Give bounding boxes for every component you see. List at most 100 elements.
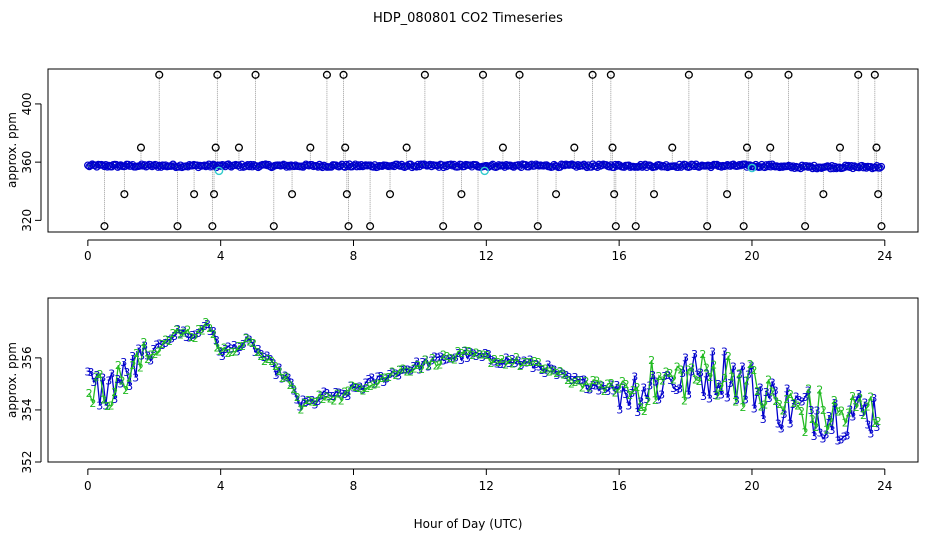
bottom-series-marker: 2 (765, 373, 772, 386)
bottom-series-marker: 2 (363, 382, 370, 395)
bottom-series-marker: 2 (655, 370, 662, 383)
top-cyan-point (480, 166, 489, 176)
bottom-series-marker: 2 (696, 375, 703, 388)
bottom-series-marker: 3 (413, 355, 420, 368)
bottom-series-marker: 3 (282, 369, 289, 382)
bottom-series-marker: 3 (697, 366, 704, 379)
bottom-series-marker: 3 (207, 325, 214, 338)
bottom-series-marker: 2 (316, 388, 323, 401)
bottom-series-marker: 3 (383, 372, 390, 385)
bottom-series-marker: 3 (410, 360, 417, 373)
bottom-series-marker: 2 (685, 364, 692, 377)
bottom-series-marker: 3 (216, 345, 223, 358)
bottom-series-marker: 3 (147, 355, 154, 368)
bottom-series-marker: 2 (374, 378, 381, 391)
bottom-series-marker: 3 (204, 318, 211, 331)
bottom-series-marker: 2 (834, 406, 841, 419)
top-outlier-point (155, 70, 164, 79)
bottom-series-marker: 3 (661, 370, 668, 383)
bottom-series-marker: 3 (449, 353, 456, 366)
top-outlier-point (552, 190, 561, 199)
top-outlier-point (874, 190, 883, 199)
bottom-series-marker: 2 (239, 340, 246, 353)
bottom-series-marker: 2 (356, 382, 363, 395)
top-outlier-point (478, 70, 488, 79)
bottom-series-marker: 2 (568, 377, 575, 390)
bottom-series-marker: 3 (784, 383, 791, 396)
bottom-series-marker: 3 (709, 346, 716, 359)
bottom-series-marker: 2 (498, 353, 505, 366)
top-outlier-point (872, 143, 881, 152)
bottom-series-marker: 3 (643, 393, 650, 406)
bottom-x-tick-label: 16 (612, 479, 627, 493)
bottom-series-marker: 2 (111, 386, 118, 399)
bottom-x-axis: 0 4 8 12 16 20 24 (84, 468, 892, 493)
bottom-series-marker: 3 (303, 396, 310, 409)
bottom-series-marker: 2 (809, 413, 816, 426)
bottom-series-marker: 3 (458, 354, 465, 367)
bottom-series-marker: 2 (429, 352, 436, 365)
bottom-x-tick-label: 8 (350, 479, 358, 493)
top-x-tick-label: 16 (612, 249, 627, 263)
bottom-series-marker: 3 (787, 418, 794, 431)
bottom-series-marker: 2 (345, 384, 352, 397)
bottom-series-marker: 3 (288, 377, 295, 390)
bottom-series-marker: 3 (628, 387, 635, 400)
bottom-series-marker: 3 (589, 379, 596, 392)
bottom-y-axis-label: approx. ppm (5, 342, 19, 418)
top-x-tick-label: 8 (350, 249, 358, 263)
bottom-series-marker: 3 (273, 369, 280, 382)
bottom-series-marker: 2 (772, 395, 779, 408)
top-outlier-point (742, 143, 752, 152)
bottom-series-marker: 2 (670, 374, 677, 387)
bottom-series-marker: 2 (736, 368, 743, 381)
bottom-series-marker: 3 (431, 350, 438, 363)
bottom-series-marker: 3 (455, 347, 462, 360)
bottom-series-marker: 3 (195, 327, 202, 340)
bottom-series-marker: 2 (688, 362, 695, 375)
bottom-series-marker: 3 (317, 390, 324, 403)
bottom-series-marker: 3 (649, 369, 656, 382)
bottom-series-marker: 2 (721, 372, 728, 385)
bottom-series-marker: 2 (659, 374, 666, 387)
bottom-series-marker: 3 (177, 327, 184, 340)
bottom-series-marker: 2 (648, 354, 655, 367)
bottom-series-marker: 2 (729, 370, 736, 383)
bottom-series-marker: 3 (748, 359, 755, 372)
bottom-series-marker: 3 (165, 334, 172, 347)
bottom-series-marker: 3 (371, 377, 378, 390)
bottom-series-marker: 2 (287, 379, 294, 392)
bottom-series-marker: 2 (663, 365, 670, 378)
top-outlier-point (835, 143, 845, 152)
bottom-series-marker: 3 (404, 363, 411, 376)
bottom-series-marker: 3 (246, 334, 253, 347)
bottom-series-marker: 3 (222, 343, 229, 356)
bottom-series-marker: 2 (104, 400, 111, 413)
bottom-series-marker: 3 (419, 356, 426, 369)
bottom-series-marker: 3 (727, 377, 734, 390)
bottom-series-marker: 2 (849, 390, 856, 403)
bottom-series-marker: 3 (574, 374, 581, 387)
bottom-series-marker: 2 (634, 381, 641, 394)
bottom-series-marker: 3 (201, 320, 208, 333)
bottom-series-marker: 2 (433, 360, 440, 373)
top-outlier-point (608, 143, 617, 152)
bottom-series-marker: 3 (168, 333, 175, 346)
bottom-series-line (87, 322, 878, 442)
bottom-series-marker: 2 (327, 392, 334, 405)
bottom-series-marker: 3 (386, 368, 393, 381)
bottom-series-marker: 2 (228, 346, 235, 359)
top-outlier-point (288, 190, 297, 199)
bottom-series-marker: 3 (377, 370, 384, 383)
bottom-series-marker: 3 (437, 351, 444, 364)
bottom-series-marker: 2 (451, 353, 458, 366)
bottom-series-marker: 3 (682, 351, 689, 364)
bottom-series-marker: 3 (766, 392, 773, 405)
bottom-series-marker: 3 (407, 364, 414, 377)
bottom-series-marker: 2 (528, 356, 535, 369)
bottom-series-marker: 3 (548, 363, 555, 376)
bottom-series-marker: 2 (838, 405, 845, 418)
bottom-series-marker: 3 (395, 370, 402, 383)
bottom-series-marker: 3 (488, 354, 495, 367)
bottom-series-marker: 3 (219, 350, 226, 363)
